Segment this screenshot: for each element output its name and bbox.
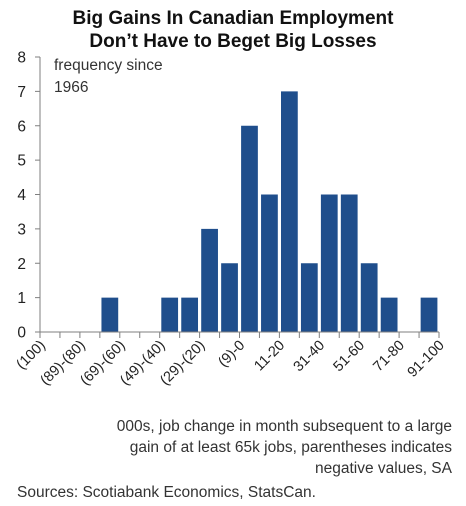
x-axis-label-line-3: negative values, SA (314, 460, 452, 477)
x-tick-label: 71-80 (370, 338, 408, 376)
bar (101, 297, 119, 333)
bar (241, 125, 258, 332)
y-tick-label: 6 (17, 118, 26, 135)
x-tick-label: (29)-(20) (157, 338, 208, 389)
x-axis-label-line-2: gain of at least 65k jobs, parentheses i… (129, 439, 452, 456)
bar (221, 263, 238, 332)
x-tick-label: (9)-0 (215, 338, 248, 371)
y-axis-label-line-2: 1966 (54, 79, 88, 96)
bar (261, 194, 278, 332)
chart-title: Big Gains In Canadian Employment Don’t H… (0, 7, 466, 53)
bar (340, 194, 358, 332)
x-tick-label: 11-20 (251, 338, 288, 375)
x-tick-label: 91-100 (405, 338, 448, 381)
bar (380, 297, 398, 333)
y-tick-label: 2 (17, 256, 26, 273)
x-tick-label: (100) (14, 338, 49, 373)
bar (360, 263, 378, 332)
bar (181, 297, 199, 333)
y-tick-label: 1 (17, 290, 26, 307)
bar (320, 194, 338, 332)
y-axis-label-line-1: frequency since (54, 57, 163, 74)
y-tick-label: 8 (17, 50, 26, 67)
x-tick-label: 31-40 (291, 338, 329, 376)
bar (300, 263, 318, 332)
y-tick-label: 7 (17, 84, 26, 101)
source-note: Sources: Scotiabank Economics, StatsCan. (17, 484, 316, 501)
x-tick-label: 51-60 (330, 338, 368, 376)
y-tick-label: 5 (17, 153, 26, 170)
y-tick-label: 3 (17, 221, 26, 238)
bar (161, 297, 179, 333)
x-axis-label: 000s, job change in month subsequent to … (12, 416, 452, 479)
bar (201, 228, 218, 333)
chart-title-line-2: Don’t Have to Beget Big Losses (89, 31, 377, 52)
chart-title-line-1: Big Gains In Canadian Employment (72, 8, 394, 29)
y-tick-label: 4 (17, 187, 26, 204)
x-axis-label-line-1: 000s, job change in month subsequent to … (116, 418, 452, 435)
bar (281, 91, 298, 333)
bar (420, 297, 438, 333)
y-tick-label: 0 (17, 325, 26, 342)
